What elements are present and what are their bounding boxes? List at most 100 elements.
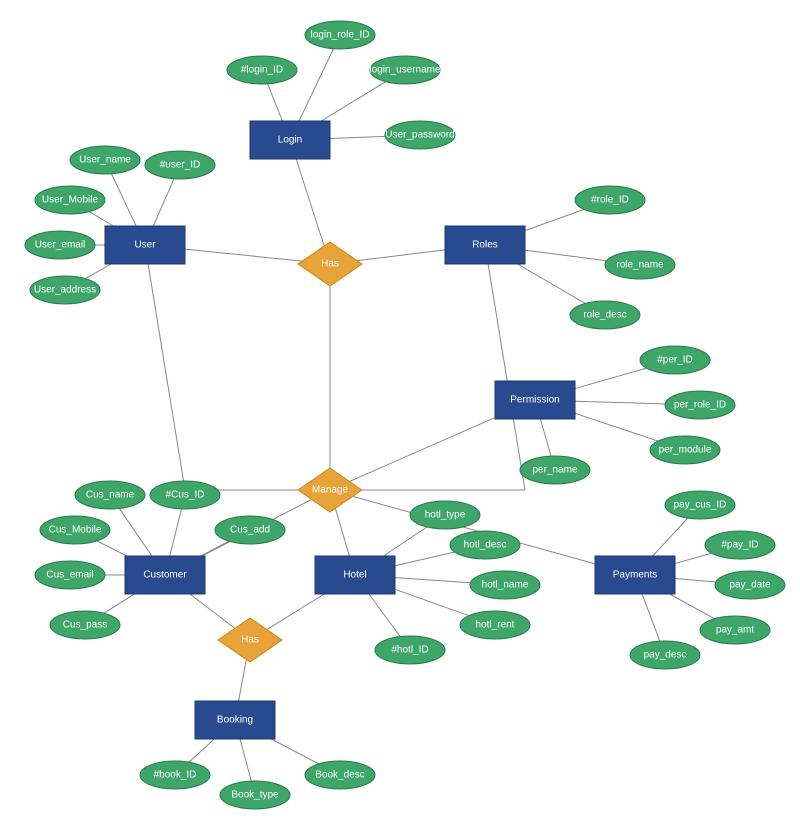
attribute-label: hotl_name (482, 580, 529, 591)
attribute-node: #login_ID (227, 56, 297, 84)
attr-edge (642, 594, 660, 641)
attr-edge (170, 509, 182, 556)
attribute-node: #pay_ID (705, 531, 775, 559)
relationship-node: Manage (298, 468, 362, 512)
attribute-label: pay_cus_ID (674, 500, 727, 511)
entity-node: Roles (445, 226, 525, 264)
attribute-label: Cus_add (230, 525, 270, 536)
entity-label: Booking (217, 715, 253, 726)
attribute-label: #user_ID (160, 160, 201, 171)
entity-label: Payments (613, 570, 657, 581)
attr-edge (518, 264, 586, 303)
attribute-label: Cus_email (46, 570, 93, 581)
attribute-node: #user_ID (145, 151, 215, 179)
attr-edge (675, 578, 716, 582)
attribute-label: Cus_name (86, 490, 135, 501)
attribute-label: per_module (659, 445, 712, 456)
attr-edge (525, 209, 584, 230)
attribute-node: Cus_add (215, 516, 285, 544)
attribute-label: User_Mobile (42, 195, 99, 206)
attribute-node: role_name (605, 251, 675, 279)
attribute-node: login_role_ID (305, 21, 375, 49)
attribute-node: #role_ID (575, 186, 645, 214)
rel-edge (267, 594, 324, 630)
rel-edge (357, 250, 445, 261)
attribute-label: role_name (616, 260, 664, 271)
rel-edge (239, 659, 247, 701)
attribute-node: User_password (385, 121, 455, 149)
attribute-label: #pay_ID (721, 540, 758, 551)
attribute-label: User_password (385, 130, 454, 141)
attribute-label: User_address (34, 285, 96, 296)
entity-label: Permission (510, 395, 559, 406)
attribute-node: pay_date (715, 571, 785, 599)
attribute-node: Cus_email (35, 561, 105, 589)
attribute-label: Book_desc (315, 770, 364, 781)
attr-edge (675, 553, 712, 563)
attr-edge (268, 84, 283, 121)
attr-edge (653, 518, 688, 556)
attribute-label: per_role_ID (674, 400, 726, 411)
attribute-node: hotl_type (410, 501, 480, 529)
attr-edge (153, 179, 174, 226)
attr-edge (540, 419, 551, 456)
entity-node: Booking (195, 701, 275, 739)
nodes-layer: login_role_ID #login_ID login_username User… (25, 21, 785, 809)
rel-edge (335, 508, 349, 556)
attribute-node: Book_desc (305, 761, 375, 789)
attribute-label: role_desc (583, 310, 626, 321)
attribute-label: #hotl_ID (391, 645, 428, 656)
relationship-label: Has (241, 635, 259, 646)
entity-node: Payments (595, 556, 675, 594)
attribute-label: #per_ID (657, 355, 693, 366)
attribute-label: User_email (35, 240, 86, 251)
entity-label: Roles (472, 240, 498, 251)
attr-edge (85, 264, 111, 279)
attribute-node: hotl_name (470, 571, 540, 599)
rel-edge (350, 418, 495, 482)
entity-label: User (134, 240, 156, 251)
attribute-node: Cus_Mobile (40, 516, 110, 544)
attribute-node: per_role_ID (665, 391, 735, 419)
rel-edge (190, 594, 235, 628)
attr-edge (240, 739, 251, 781)
attribute-node: per_name (520, 456, 590, 484)
entity-label: Hotel (343, 570, 366, 581)
attr-edge (395, 578, 470, 583)
attr-edge (330, 136, 385, 138)
attribute-label: Book_type (231, 790, 279, 801)
attribute-node: pay_cus_ID (665, 491, 735, 519)
relationship-label: Manage (312, 485, 349, 496)
er-diagram: login_role_ID #login_ID login_username User… (0, 0, 800, 824)
attr-edge (395, 552, 455, 566)
attribute-node: User_email (25, 231, 95, 259)
attr-edge (525, 250, 607, 261)
attribute-label: login_username (369, 65, 441, 76)
attribute-label: #Cus_ID (166, 490, 205, 501)
entity-label: Customer (143, 570, 187, 581)
attribute-label: #book_ID (154, 770, 197, 781)
attribute-node: pay_amt (700, 616, 770, 644)
attr-edge (189, 739, 214, 762)
attribute-node: #Cus_ID (150, 481, 220, 509)
attribute-label: hotl_type (425, 510, 466, 521)
attribute-label: User_name (79, 155, 131, 166)
rel-edge (185, 249, 302, 261)
attribute-node: User_name (70, 146, 140, 174)
attribute-node: #per_ID (640, 346, 710, 374)
entity-node: Login (250, 121, 330, 159)
entity-label: Login (278, 135, 302, 146)
relationship-label: Has (321, 259, 339, 270)
attribute-node: Cus_name (75, 481, 145, 509)
attribute-node: User_address (30, 276, 100, 304)
attribute-label: pay_desc (644, 650, 687, 661)
attribute-node: Cus_pass (50, 611, 120, 639)
attribute-label: login_role_ID (311, 30, 370, 41)
attribute-label: pay_amt (716, 625, 755, 636)
attribute-node: #hotl_ID (375, 636, 445, 664)
rel-edge (362, 264, 525, 490)
entity-node: Hotel (315, 556, 395, 594)
attr-edge (395, 589, 469, 615)
attr-edge (97, 541, 127, 556)
attr-edge (299, 49, 333, 121)
